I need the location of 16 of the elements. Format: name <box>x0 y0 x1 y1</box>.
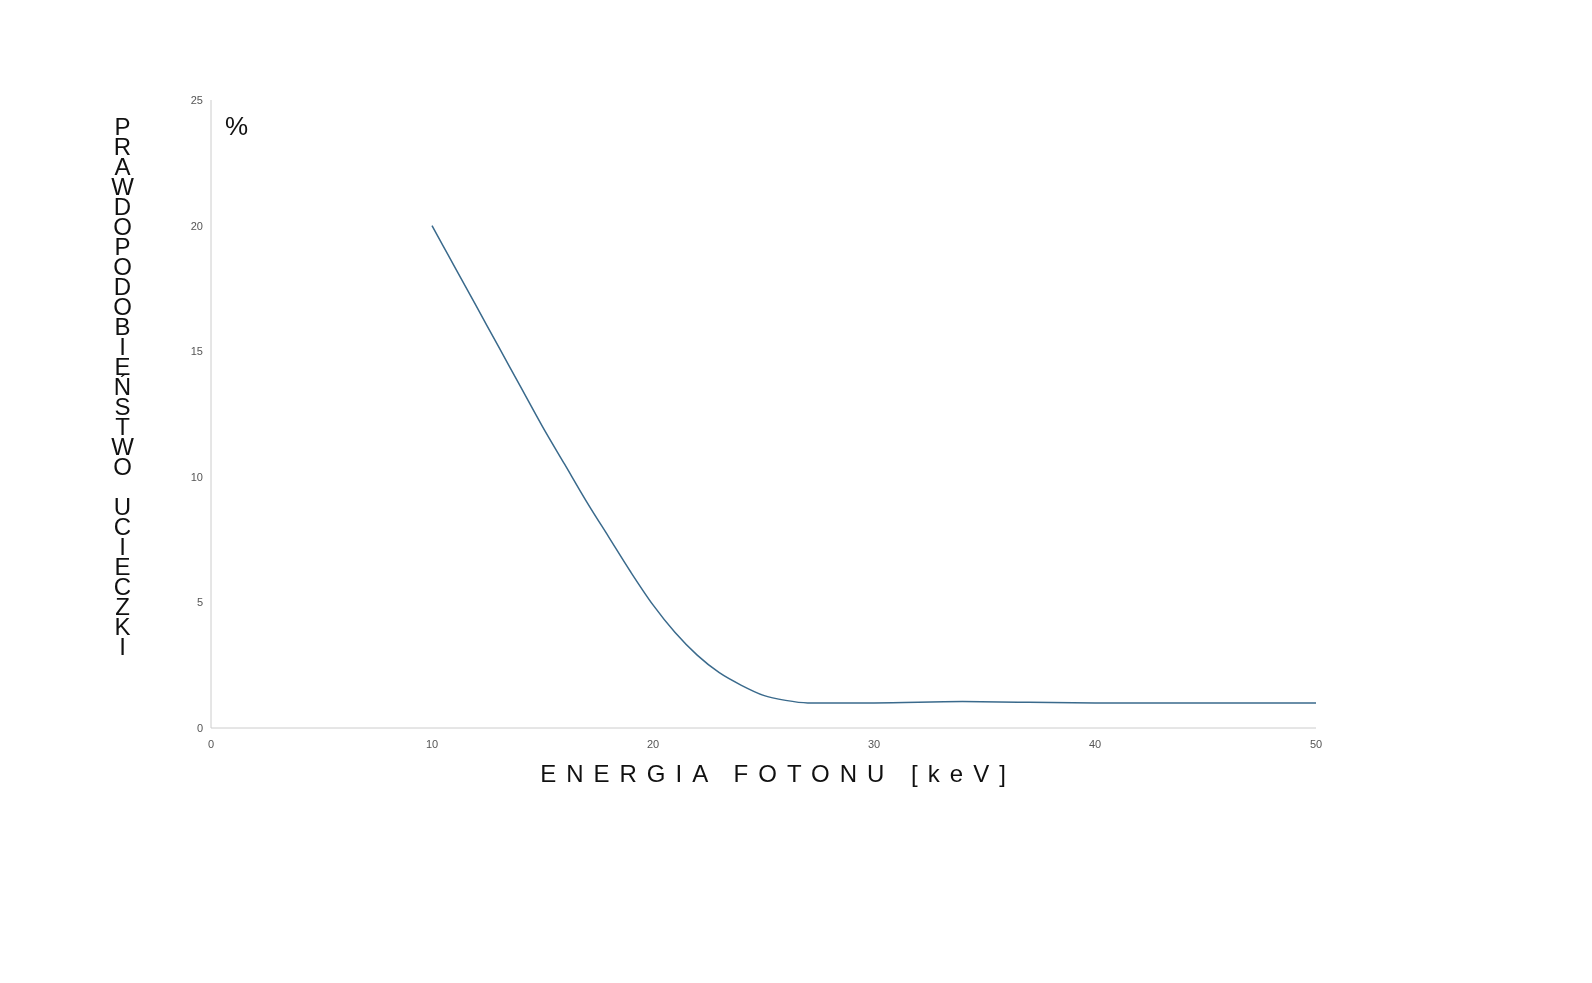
y-tick-label: 15 <box>190 345 203 358</box>
x-tick-label: 20 <box>646 737 660 750</box>
x-tick-label: 10 <box>425 737 439 750</box>
annotation: % <box>225 111 249 142</box>
y-tick-label: 0 <box>196 721 203 734</box>
y-tick-label: 20 <box>190 219 203 232</box>
x-tick-label: 50 <box>1309 737 1323 750</box>
y-tick-label: 5 <box>196 596 203 609</box>
y-tick-label: 10 <box>190 470 203 483</box>
x-tick-label: 0 <box>207 737 215 750</box>
x-tick-label: 40 <box>1088 737 1102 750</box>
y-axis-title: PRAWDOPODOBIEŃSTWO UCIECZKI <box>108 113 136 653</box>
x-axis-title: ENERGIA FOTONU [keV] <box>539 760 1017 788</box>
line-series <box>431 224 1316 704</box>
x-tick-label: 30 <box>867 737 881 750</box>
y-tick-label: 25 <box>190 93 203 106</box>
